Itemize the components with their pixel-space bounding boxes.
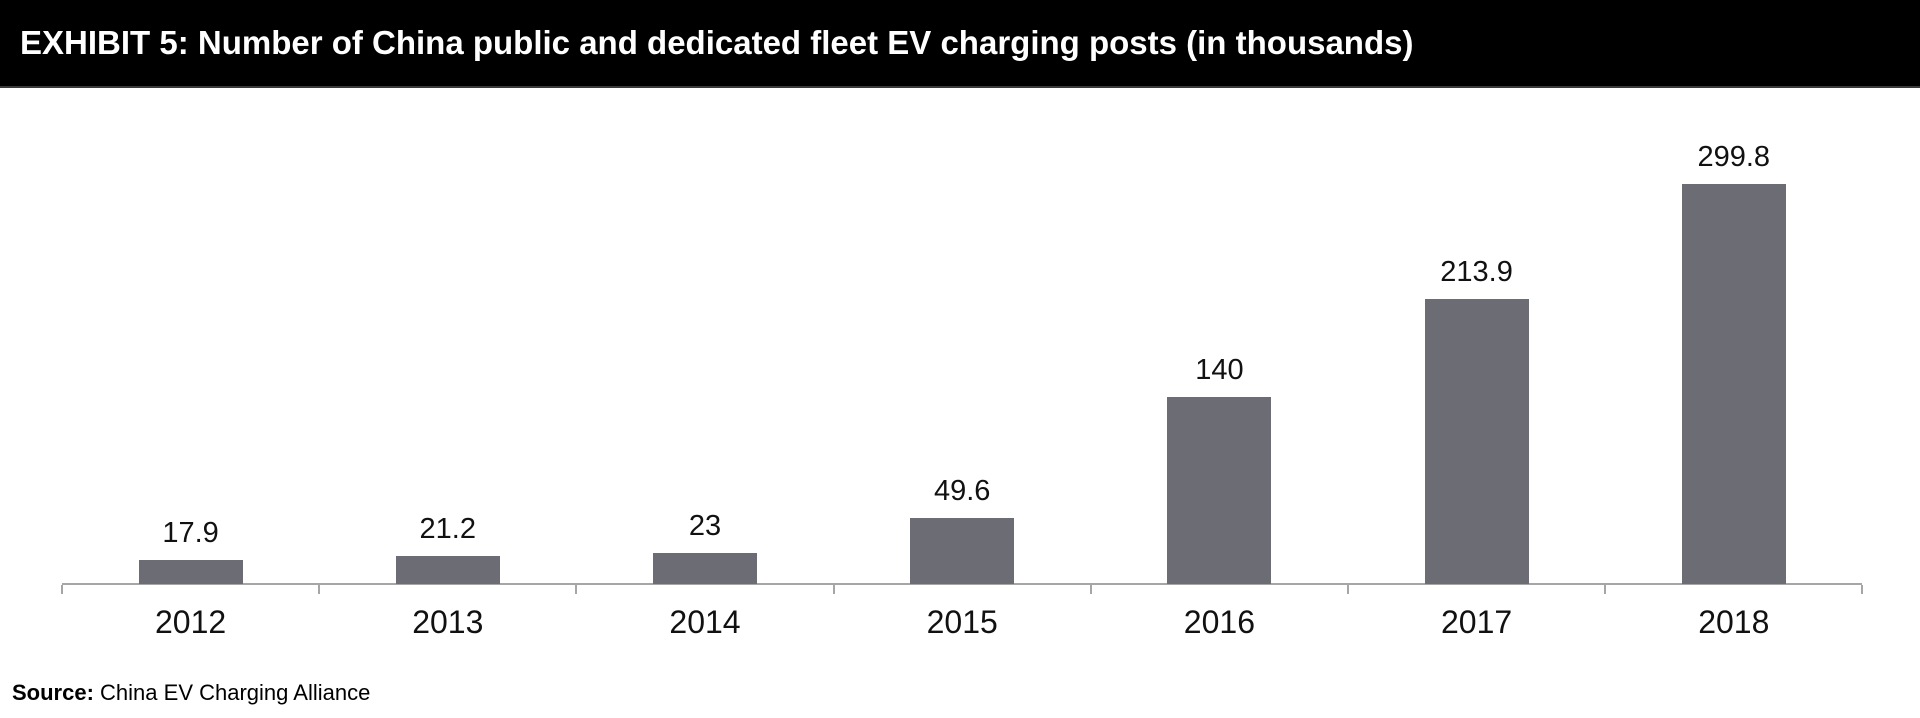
source-text: China EV Charging Alliance xyxy=(100,680,371,705)
bar-2017 xyxy=(1424,299,1529,584)
exhibit-title: EXHIBIT 5: Number of China public and de… xyxy=(20,24,1414,61)
x-axis-label-2015: 2015 xyxy=(926,604,998,640)
bar-2014 xyxy=(653,553,757,584)
x-axis-label-2014: 2014 xyxy=(669,604,741,640)
source-line: Source: China EV Charging Alliance xyxy=(12,680,370,706)
bar-2016 xyxy=(1167,397,1272,584)
bar-2012 xyxy=(138,560,243,584)
x-axis-tick-mark xyxy=(1604,585,1607,594)
bar-value-label-2013: 21.2 xyxy=(419,513,476,545)
x-axis-tick-mark xyxy=(1089,585,1092,594)
bar-2013 xyxy=(395,556,500,584)
x-axis-tick-mark xyxy=(575,585,578,594)
x-axis-label-2012: 2012 xyxy=(155,604,227,640)
bar-value-label-2018: 299.8 xyxy=(1697,141,1771,173)
x-axis-tick-mark xyxy=(1347,585,1349,594)
x-axis-label-2018: 2018 xyxy=(1698,604,1770,640)
bar-value-label-2016: 140 xyxy=(1195,354,1244,386)
x-axis-tick-mark xyxy=(318,585,321,594)
bar-value-label-2017: 213.9 xyxy=(1440,256,1513,288)
x-axis-label-2013: 2013 xyxy=(412,604,484,640)
bar-2018 xyxy=(1681,184,1786,584)
x-axis-line xyxy=(62,583,1863,585)
x-axis-label-2017: 2017 xyxy=(1441,604,1513,640)
x-axis-label-2016: 2016 xyxy=(1183,604,1255,640)
bar-value-label-2014: 23 xyxy=(688,510,722,542)
source-label: Source: xyxy=(12,680,94,705)
bar-value-label-2012: 17.9 xyxy=(162,517,219,549)
exhibit-title-bar: EXHIBIT 5: Number of China public and de… xyxy=(0,0,1920,88)
x-axis-tick-mark xyxy=(1861,585,1864,594)
bar-value-label-2015: 49.6 xyxy=(933,475,991,507)
x-axis-tick-mark xyxy=(832,585,835,594)
bar-2015 xyxy=(910,518,1015,584)
x-axis-tick-mark xyxy=(61,585,63,594)
